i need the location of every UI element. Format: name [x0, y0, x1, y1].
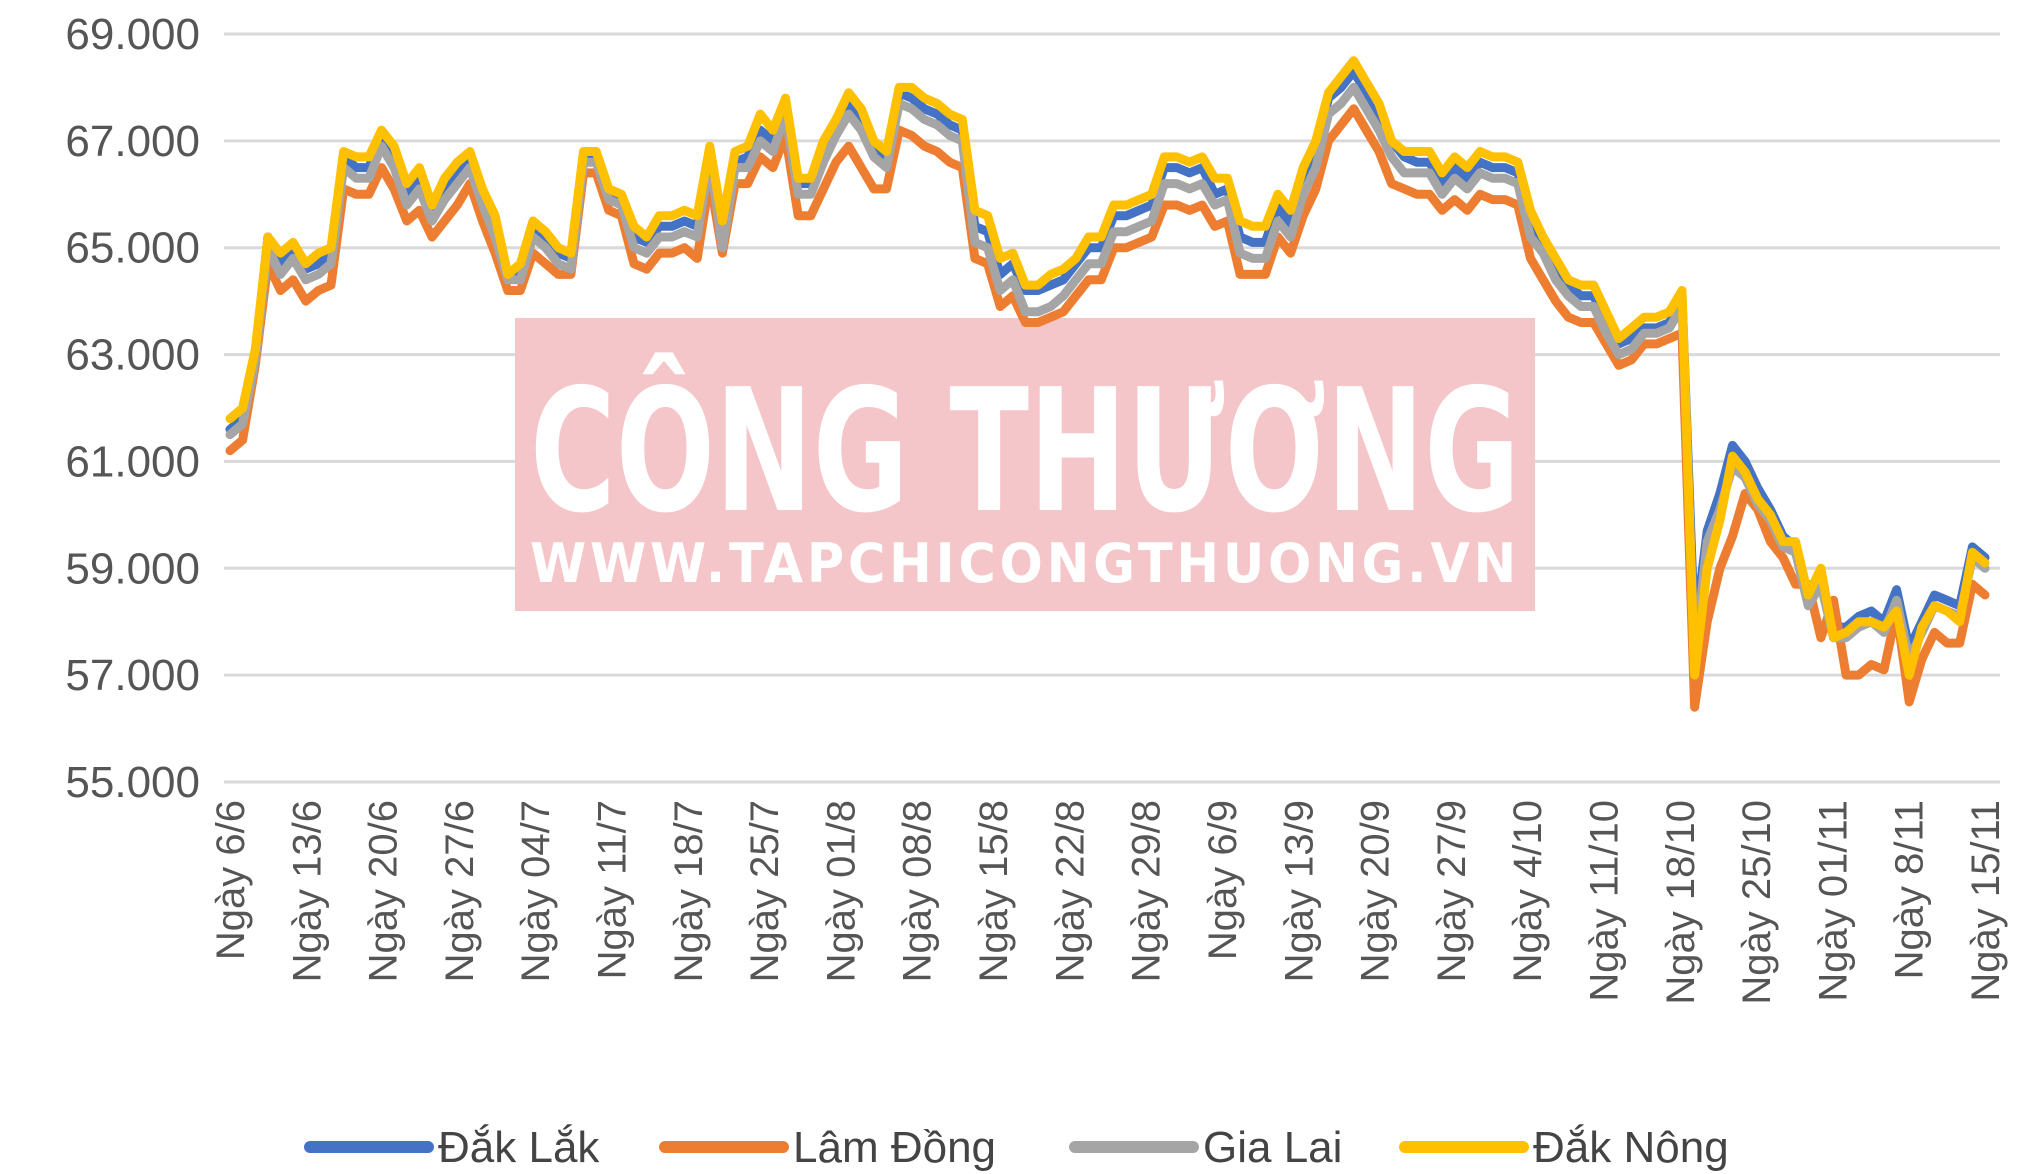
- legend-label: Đắk Nông: [1533, 1123, 1729, 1172]
- x-tick-label: Ngày 18/10: [1659, 800, 1703, 1005]
- series-lines: [225, 56, 1990, 712]
- x-tick-label: Ngày 18/7: [667, 800, 711, 982]
- x-tick-label: Ngày 27/9: [1430, 800, 1474, 982]
- watermark: CÔNG THƯƠNG WWW.TAPCHICONGTHUONG.VN: [515, 318, 1535, 611]
- y-axis: 55.000 57.000 59.000 61.000 63.000 65.000 67.0…: [65, 10, 200, 807]
- x-tick-label: Ngày 13/9: [1277, 800, 1321, 982]
- x-tick-label: Ngày 01/8: [819, 800, 863, 982]
- x-tick-label: Ngày 25/10: [1735, 800, 1779, 1005]
- y-tick-label: 57.000: [65, 651, 200, 700]
- y-tick-label: 55.000: [65, 758, 200, 807]
- x-tick-label: Ngày 4/10: [1506, 800, 1550, 982]
- x-tick-label: Ngày 11/7: [591, 800, 635, 979]
- x-tick-label: Ngày 8/11: [1888, 800, 1932, 979]
- x-tick-label: Ngày 13/6: [285, 800, 329, 982]
- y-tick-label: 65.000: [65, 224, 200, 273]
- x-tick-label: Ngày 01/11: [1811, 800, 1855, 1002]
- y-tick-label: 67.000: [65, 117, 200, 166]
- x-tick-label: Ngày 15/8: [972, 800, 1016, 982]
- x-tick-label: Ngày 22/8: [1048, 800, 1092, 982]
- x-tick-label: Ngày 15/11: [1964, 800, 2008, 1002]
- series-line: [225, 56, 1990, 680]
- watermark-title: CÔNG THƯƠNG: [530, 352, 1520, 551]
- x-tick-label: Ngày 27/6: [438, 800, 482, 982]
- x-tick-label: Ngày 25/7: [743, 800, 787, 982]
- legend-label: Lâm Đồng: [793, 1123, 996, 1172]
- x-tick-label: Ngày 20/6: [362, 800, 406, 982]
- x-axis: Ngày 6/6 Ngày 13/6 Ngày 20/6 Ngày 27/6 Ngày …: [209, 800, 2008, 1005]
- y-tick-label: 59.000: [65, 544, 200, 593]
- watermark-url: WWW.TAPCHICONGTHUONG.VN: [530, 532, 1520, 595]
- y-tick-label: 63.000: [65, 331, 200, 380]
- x-tick-label: Ngày 20/9: [1354, 800, 1398, 982]
- x-tick-label: Ngày 08/8: [896, 800, 940, 982]
- legend: Đắk Lắk Lâm Đồng Gia Lai Đắk Nông: [304, 1123, 1729, 1172]
- y-tick-label: 61.000: [65, 437, 200, 486]
- legend-label: Đắk Lắk: [438, 1123, 600, 1172]
- y-tick-label: 69.000: [65, 10, 200, 59]
- x-tick-label: Ngày 11/10: [1582, 800, 1626, 1002]
- x-tick-label: Ngày 6/9: [1201, 800, 1245, 960]
- legend-label: Gia Lai: [1203, 1123, 1342, 1172]
- x-tick-label: Ngày 6/6: [209, 800, 253, 960]
- x-tick-label: Ngày 29/8: [1125, 800, 1169, 982]
- watermark-background: [515, 318, 1535, 611]
- x-tick-label: Ngày 04/7: [514, 800, 558, 982]
